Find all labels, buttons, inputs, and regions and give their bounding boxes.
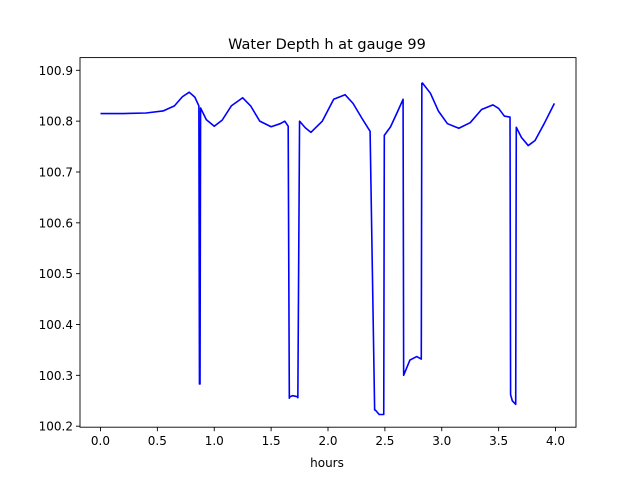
x-tick-label: 2.0 <box>318 434 337 448</box>
x-tick-label: 4.0 <box>546 434 565 448</box>
y-tick-label: 100.2 <box>39 420 73 434</box>
chart-title: Water Depth h at gauge 99 <box>228 37 426 53</box>
y-tick-label: 100.7 <box>39 165 73 179</box>
y-tick-label: 100.6 <box>39 216 73 230</box>
x-tick-label: 0.5 <box>148 434 167 448</box>
x-axis-label: hours <box>310 456 344 470</box>
x-axis: 0.0 0.5 1.0 1.5 2.0 2.5 3.0 3.5 4.0 <box>91 427 565 448</box>
y-tick-label: 100.9 <box>39 64 73 78</box>
series-line-0 <box>100 82 556 416</box>
y-tick-label: 100.8 <box>39 115 73 129</box>
x-tick-label: 3.5 <box>489 434 508 448</box>
x-tick-label: 1.0 <box>205 434 224 448</box>
x-tick-label: 0.0 <box>91 434 110 448</box>
y-axis: 100.2 100.3 100.4 100.5 100.6 100.7 100.8 100.9 <box>39 64 80 434</box>
x-tick-label: 3.0 <box>432 434 451 448</box>
y-tick-label: 100.3 <box>39 369 73 383</box>
x-tick-label: 1.5 <box>262 434 281 448</box>
y-tick-label: 100.5 <box>39 267 73 281</box>
y-tick-label: 100.4 <box>39 318 73 332</box>
x-tick-label: 2.5 <box>375 434 394 448</box>
